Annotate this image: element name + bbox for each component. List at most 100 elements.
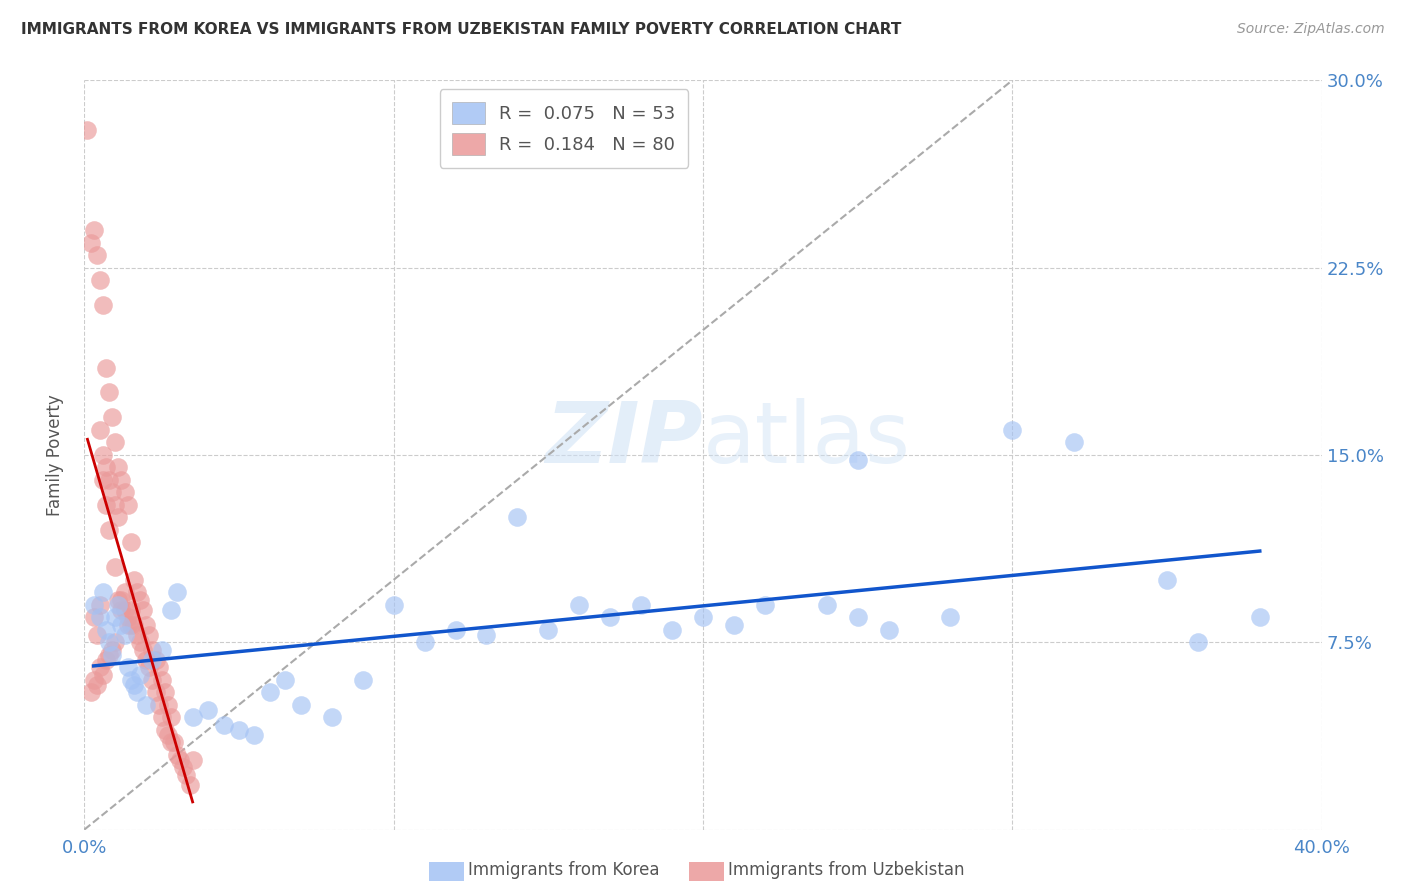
Point: [91, 667, 114, 681]
Point: [160, 710, 183, 724]
Point: [169, 753, 191, 767]
Point: [475, 628, 498, 642]
Point: [91, 448, 114, 462]
Point: [176, 767, 198, 781]
Point: [166, 747, 188, 762]
Point: [145, 653, 167, 667]
Text: Immigrants from Uzbekistan: Immigrants from Uzbekistan: [728, 861, 965, 879]
Point: [153, 723, 176, 737]
Point: [98, 385, 121, 400]
Point: [83, 610, 105, 624]
Point: [1187, 635, 1209, 649]
Point: [723, 617, 745, 632]
Legend: R =  0.075   N = 53, R =  0.184   N = 80: R = 0.075 N = 53, R = 0.184 N = 80: [440, 89, 689, 168]
Point: [83, 223, 105, 237]
Point: [212, 717, 235, 731]
Point: [122, 678, 145, 692]
Point: [94, 623, 117, 637]
Point: [120, 617, 142, 632]
Point: [110, 617, 132, 632]
Point: [89, 273, 111, 287]
Point: [153, 685, 176, 699]
Point: [243, 728, 266, 742]
Point: [135, 617, 157, 632]
Point: [114, 485, 136, 500]
Point: [141, 653, 163, 667]
Point: [274, 673, 297, 687]
Point: [150, 642, 173, 657]
Point: [107, 510, 129, 524]
Point: [138, 628, 160, 642]
Point: [444, 623, 467, 637]
Point: [104, 435, 127, 450]
Point: [1063, 435, 1085, 450]
Point: [321, 710, 343, 724]
Point: [79, 235, 101, 250]
Point: [125, 685, 148, 699]
Point: [89, 610, 111, 624]
Point: [110, 603, 132, 617]
Point: [114, 603, 136, 617]
Point: [89, 598, 111, 612]
Point: [150, 710, 173, 724]
Point: [145, 685, 167, 699]
Point: [122, 573, 145, 587]
Point: [125, 628, 148, 642]
Point: [107, 592, 129, 607]
Point: [129, 635, 152, 649]
Point: [148, 698, 170, 712]
Point: [132, 642, 155, 657]
Point: [79, 685, 101, 699]
Point: [135, 653, 157, 667]
Point: [125, 585, 148, 599]
Point: [132, 603, 155, 617]
Point: [110, 473, 132, 487]
Point: [352, 673, 374, 687]
Text: Immigrants from Korea: Immigrants from Korea: [468, 861, 659, 879]
Point: [228, 723, 250, 737]
Point: [94, 360, 117, 375]
Point: [939, 610, 962, 624]
Y-axis label: Family Poverty: Family Poverty: [45, 394, 63, 516]
Point: [181, 710, 204, 724]
Point: [259, 685, 281, 699]
Point: [117, 498, 139, 512]
Point: [98, 648, 121, 662]
Point: [107, 460, 129, 475]
Point: [114, 628, 136, 642]
Point: [104, 560, 127, 574]
Point: [568, 598, 591, 612]
Point: [179, 778, 201, 792]
Point: [537, 623, 560, 637]
Point: [86, 248, 108, 262]
Point: [413, 635, 436, 649]
Point: [89, 423, 111, 437]
Point: [181, 753, 204, 767]
Point: [120, 673, 142, 687]
Point: [846, 610, 869, 624]
Point: [160, 603, 183, 617]
Point: [91, 473, 114, 487]
Point: [506, 510, 529, 524]
Text: atlas: atlas: [703, 399, 911, 482]
Point: [877, 623, 900, 637]
Point: [156, 698, 179, 712]
Point: [129, 667, 152, 681]
Point: [117, 617, 139, 632]
Point: [630, 598, 652, 612]
Point: [1156, 573, 1178, 587]
Point: [114, 585, 136, 599]
Point: [141, 673, 163, 687]
Point: [150, 673, 173, 687]
Point: [83, 598, 105, 612]
Point: [94, 460, 117, 475]
Point: [91, 298, 114, 312]
Point: [86, 628, 108, 642]
Point: [98, 523, 121, 537]
Text: IMMIGRANTS FROM KOREA VS IMMIGRANTS FROM UZBEKISTAN FAMILY POVERTY CORRELATION C: IMMIGRANTS FROM KOREA VS IMMIGRANTS FROM…: [21, 22, 901, 37]
Point: [104, 498, 127, 512]
Point: [138, 660, 160, 674]
Point: [101, 648, 124, 662]
Point: [120, 603, 142, 617]
Point: [110, 592, 132, 607]
